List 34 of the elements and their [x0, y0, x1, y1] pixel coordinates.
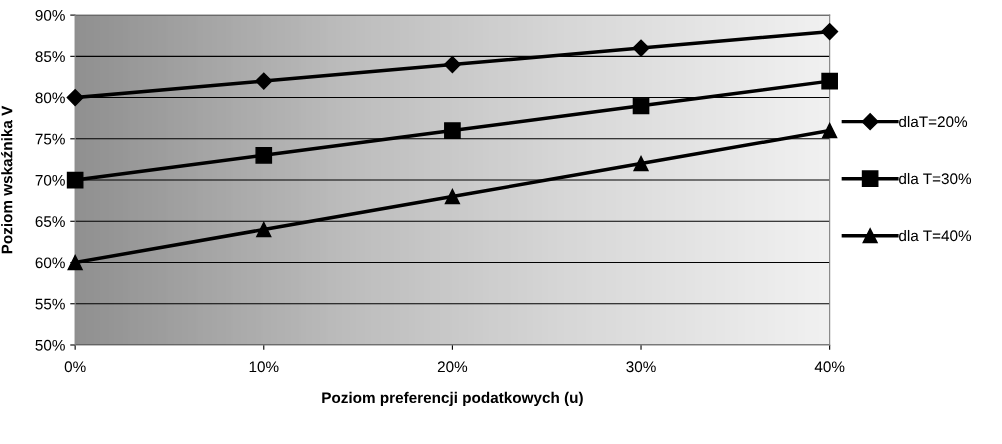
legend-label: dlaT=20%: [899, 115, 968, 128]
point: [255, 72, 273, 90]
x-axis-title: Poziom preferencji podatkowych (u): [322, 391, 583, 407]
x-tick-label: 0%: [64, 361, 86, 373]
y-tick-label: 80%: [35, 92, 65, 104]
point: [256, 221, 272, 238]
point: [632, 39, 650, 57]
point: [821, 72, 838, 90]
legend-label: dla T=30%: [899, 172, 972, 185]
point: [443, 56, 461, 74]
point: [66, 171, 84, 189]
point: [822, 122, 838, 139]
y-tick-label: 55%: [35, 298, 65, 310]
y-tick-label: 60%: [35, 257, 65, 269]
point: [66, 89, 84, 107]
x-tick-label: 10%: [249, 361, 279, 373]
x-tick-label: 40%: [814, 361, 845, 373]
y-tick-label: 65%: [35, 216, 65, 227]
y-tick-label: 85%: [35, 51, 65, 63]
point: [67, 254, 83, 271]
point: [821, 23, 839, 41]
point: [444, 188, 461, 205]
y-tick-label: 50%: [35, 339, 65, 351]
y-tick-label: 70%: [35, 174, 65, 186]
x-tick-label: 20%: [437, 361, 468, 373]
point: [632, 97, 650, 115]
y-tick-label: 90%: [35, 9, 65, 21]
point: [444, 122, 461, 139]
x-tick-label: 30%: [626, 361, 656, 373]
legend-label: dla T=40%: [899, 229, 972, 242]
y-axis-title: Poziom wskaźnika V: [1, 105, 13, 254]
y-tick-label: 75%: [35, 133, 65, 145]
point: [633, 155, 649, 172]
point: [255, 146, 273, 164]
